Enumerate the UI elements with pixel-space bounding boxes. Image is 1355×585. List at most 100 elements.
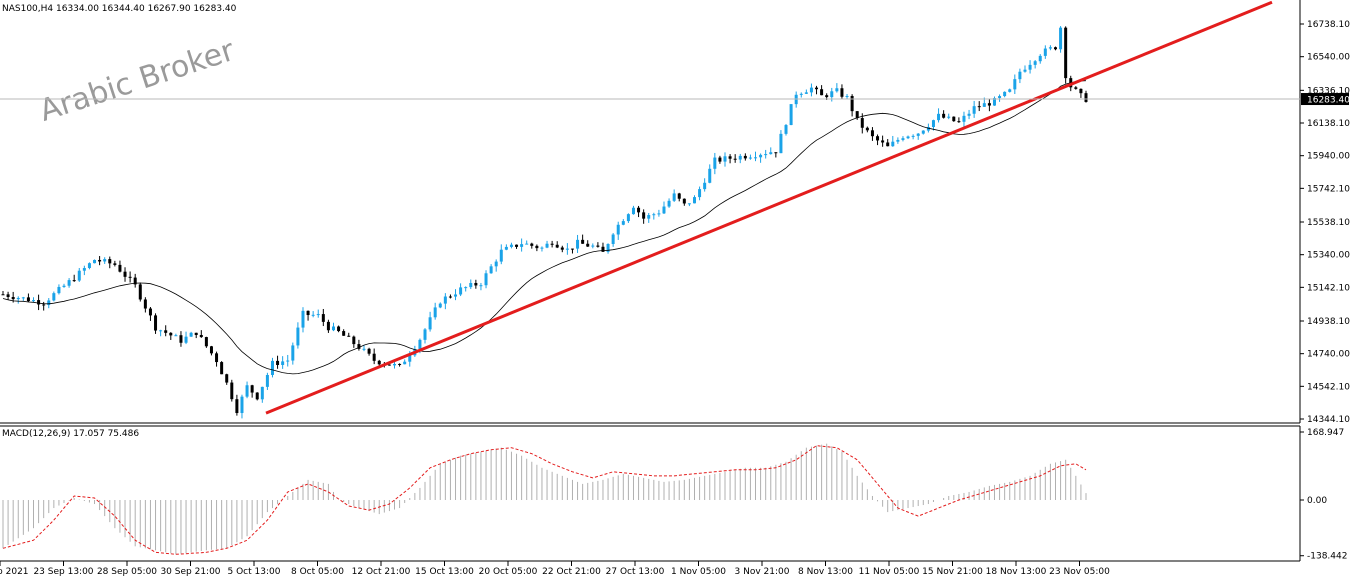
candle-body xyxy=(352,336,356,345)
candle-body xyxy=(830,91,834,98)
candle-body xyxy=(601,246,605,252)
candle-body xyxy=(1008,89,1012,92)
candle-body xyxy=(260,386,264,400)
candle-body xyxy=(525,243,529,245)
candle-body xyxy=(886,142,890,147)
candle-body xyxy=(72,280,76,282)
candle-body xyxy=(982,103,986,107)
candle-body xyxy=(138,284,142,300)
candle-body xyxy=(240,396,244,414)
candle-body xyxy=(820,89,824,96)
candle-body xyxy=(265,374,269,387)
candle-body xyxy=(316,314,320,316)
candle-body xyxy=(16,297,20,300)
candle-body xyxy=(631,207,635,215)
candle-body xyxy=(174,335,178,337)
x-tick-label: 11 Nov 05:00 xyxy=(859,567,920,577)
candle-body xyxy=(194,332,198,335)
candle-body xyxy=(143,299,147,309)
candle-body xyxy=(398,363,402,365)
candle-body xyxy=(1043,48,1047,56)
candle-body xyxy=(733,158,737,160)
x-tick-label: 8 Nov 13:00 xyxy=(798,567,853,577)
candle-body xyxy=(815,87,819,90)
candle-body xyxy=(637,207,641,213)
candle-body xyxy=(154,315,158,331)
candle-body xyxy=(682,198,686,204)
candle-body xyxy=(42,304,46,306)
candle-body xyxy=(331,326,335,331)
candle-body xyxy=(855,111,859,119)
candle-body xyxy=(586,243,590,247)
candle-body xyxy=(326,321,330,331)
candle-body xyxy=(667,200,671,207)
candle-body xyxy=(159,330,163,332)
y-tick-label: 14740.00 xyxy=(1307,350,1350,360)
candle-body xyxy=(133,277,137,285)
candle-body xyxy=(230,382,234,400)
candle-body xyxy=(235,399,239,414)
candle-body xyxy=(937,113,941,121)
candle-body xyxy=(504,246,508,250)
candle-body xyxy=(209,346,213,354)
candle-body xyxy=(281,361,285,365)
candle-body xyxy=(82,268,86,271)
candle-body xyxy=(789,104,793,126)
candle-body xyxy=(148,308,152,316)
candle-body xyxy=(616,224,620,235)
candle-body xyxy=(189,332,193,337)
candle-body xyxy=(1064,27,1068,79)
candle-body xyxy=(698,189,702,198)
candle-body xyxy=(98,259,102,262)
candle-body xyxy=(626,214,630,222)
candle-body xyxy=(647,215,651,219)
candle-body xyxy=(1074,87,1078,89)
candle-body xyxy=(708,168,712,183)
candle-body xyxy=(321,314,325,322)
candle-body xyxy=(494,261,498,267)
candle-body xyxy=(703,182,707,190)
candle-body xyxy=(850,95,854,112)
candle-body xyxy=(1084,93,1088,102)
candle-body xyxy=(1028,64,1032,70)
candle-body xyxy=(921,130,925,134)
candle-body xyxy=(291,345,295,361)
candle-body xyxy=(845,95,849,97)
candle-body xyxy=(220,362,224,375)
candle-body xyxy=(37,300,41,305)
macd-group: 168.947 0.00 -138.442 xyxy=(2,428,1347,562)
current-price-tag xyxy=(1301,93,1349,106)
candle-body xyxy=(728,156,732,159)
candle-body xyxy=(21,297,25,299)
candles-group xyxy=(1,26,1088,419)
candle-body xyxy=(459,287,463,295)
candle-body xyxy=(535,245,539,249)
x-tick-label: 23 Sep 13:00 xyxy=(33,567,93,577)
candle-body xyxy=(225,374,229,383)
candle-body xyxy=(179,335,183,343)
chart-header: NAS100,H4 16334.00 16344.40 16267.90 162… xyxy=(2,4,237,14)
candle-body xyxy=(1059,27,1063,50)
candle-body xyxy=(515,244,519,247)
candle-body xyxy=(754,157,758,159)
candle-body xyxy=(311,314,315,316)
candle-body xyxy=(32,300,36,302)
candle-body xyxy=(393,363,397,366)
candle-body xyxy=(865,127,869,131)
x-tick-label: 23 Nov 05:00 xyxy=(1049,567,1110,577)
candle-body xyxy=(270,360,274,375)
candle-body xyxy=(448,296,452,298)
macd-signal-line xyxy=(2,445,1087,555)
candle-body xyxy=(403,361,407,365)
x-tick-label: 18 Nov 13:00 xyxy=(986,567,1047,577)
macd-y-tick-label: 0.00 xyxy=(1307,496,1327,506)
macd-title: MACD(12,26,9) 17.057 75.486 xyxy=(2,429,139,439)
support-trendline xyxy=(265,0,1273,415)
candle-body xyxy=(723,156,727,162)
candle-body xyxy=(611,234,615,244)
candle-body xyxy=(164,330,168,333)
candle-body xyxy=(103,259,107,262)
candle-body xyxy=(301,310,305,328)
candle-body xyxy=(123,271,127,277)
